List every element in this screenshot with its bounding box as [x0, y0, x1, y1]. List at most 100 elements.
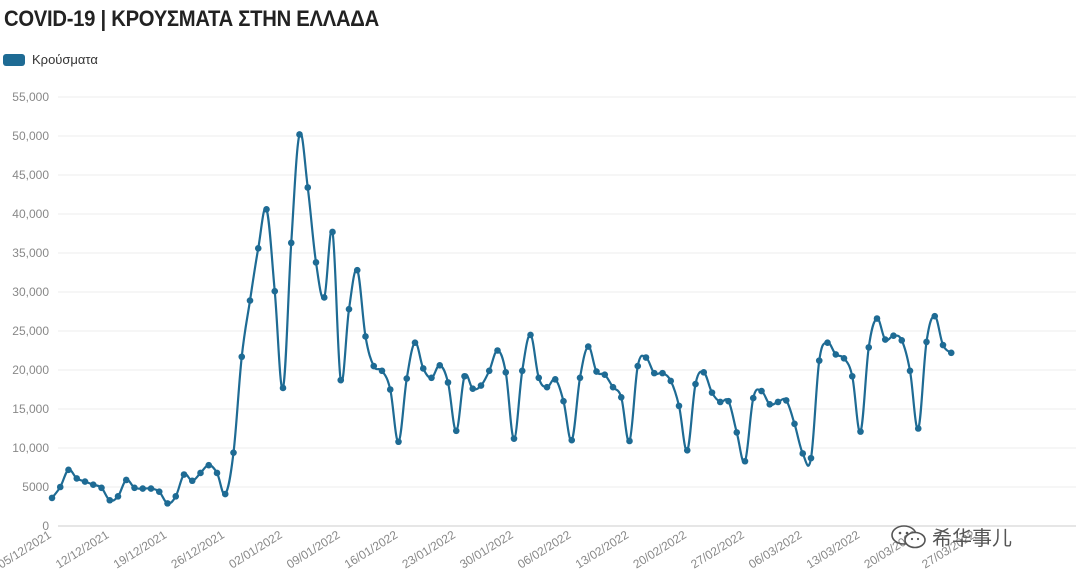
data-point	[56, 483, 64, 491]
data-point	[386, 386, 394, 393]
data-point	[518, 367, 526, 375]
data-point	[122, 476, 130, 484]
data-point	[576, 374, 584, 382]
data-point	[659, 369, 666, 377]
x-tick-label: 06/02/2022	[515, 528, 574, 572]
data-point	[609, 383, 617, 391]
data-point	[873, 315, 881, 322]
data-point	[840, 355, 848, 362]
x-tick-label: 05/12/2021	[0, 528, 54, 572]
data-point	[98, 484, 105, 492]
data-point	[230, 449, 237, 456]
y-tick-label: 45,000	[12, 168, 49, 182]
chart-title: COVID-19 | ΚΡΟΥΣΜΑΤΑ ΣΤΗΝ ΕΛΛΑΔΑ	[4, 6, 379, 31]
data-point	[551, 376, 559, 383]
data-point	[197, 469, 204, 477]
data-point	[419, 365, 427, 372]
data-point	[857, 428, 864, 435]
grid-lines	[58, 96, 1076, 527]
data-point	[725, 397, 732, 405]
data-point	[411, 339, 419, 347]
data-point	[477, 382, 485, 389]
data-point	[782, 397, 790, 404]
data-point	[535, 374, 543, 382]
x-tick-label: 27/02/2022	[688, 528, 747, 572]
data-point	[296, 131, 303, 138]
data-point	[395, 438, 402, 446]
series-cases	[48, 131, 955, 507]
data-point	[584, 343, 592, 350]
data-point	[205, 461, 213, 469]
data-point	[65, 466, 72, 474]
data-point	[733, 429, 741, 436]
data-point	[939, 341, 947, 349]
data-point	[131, 484, 138, 492]
data-point	[650, 369, 658, 377]
x-tick-label: 26/12/2021	[168, 528, 227, 572]
data-point	[807, 454, 815, 462]
data-point	[527, 331, 534, 339]
data-point	[824, 339, 831, 347]
y-tick-label: 10,000	[12, 441, 49, 455]
data-point	[890, 332, 897, 339]
data-point	[304, 184, 312, 191]
watermark-text: 希华事儿	[932, 528, 1012, 550]
data-point	[485, 367, 493, 375]
x-tick-label: 09/01/2022	[284, 528, 343, 572]
data-point	[848, 372, 856, 380]
y-tick-label: 30,000	[12, 285, 49, 299]
data-point	[155, 488, 163, 495]
data-point	[81, 478, 89, 485]
data-point	[675, 402, 683, 410]
y-tick-label: 50,000	[12, 129, 49, 143]
data-point	[164, 500, 171, 507]
data-point	[683, 447, 691, 454]
data-point	[560, 397, 567, 405]
data-point	[452, 427, 460, 435]
data-point	[378, 367, 386, 375]
data-point	[353, 266, 361, 274]
x-tick-label: 20/02/2022	[630, 528, 689, 572]
data-point	[444, 379, 452, 386]
data-point	[337, 376, 345, 384]
data-point	[345, 305, 353, 313]
y-tick-label: 40,000	[12, 207, 49, 221]
data-point	[362, 333, 369, 340]
data-point	[271, 287, 279, 295]
data-point	[469, 385, 477, 393]
data-point	[246, 297, 254, 304]
data-point	[213, 469, 221, 477]
data-point	[601, 371, 609, 378]
data-point	[692, 380, 699, 388]
data-point	[221, 490, 229, 498]
data-point	[766, 401, 774, 408]
data-point	[502, 369, 510, 376]
y-tick-label: 55,000	[12, 90, 49, 104]
data-point	[947, 349, 955, 357]
watermark: 希华事儿	[890, 522, 1012, 551]
data-point	[667, 377, 675, 385]
data-point	[593, 368, 600, 375]
data-point	[617, 394, 625, 401]
data-point	[48, 494, 56, 502]
data-point	[749, 394, 757, 402]
x-tick-label: 13/02/2022	[573, 528, 632, 572]
legend-label: Κρούσματα	[32, 52, 98, 67]
data-point	[320, 294, 328, 301]
x-tick-label: 06/03/2022	[746, 528, 805, 572]
data-point	[254, 245, 262, 252]
y-tick-label: 15,000	[12, 402, 49, 416]
data-point	[403, 375, 411, 382]
x-tick-label: 12/12/2021	[53, 528, 112, 572]
data-point	[865, 344, 873, 351]
data-point	[114, 493, 122, 500]
data-point	[906, 367, 914, 375]
chat-bubbles-icon	[891, 524, 926, 548]
data-point	[881, 336, 889, 343]
data-point	[832, 351, 840, 358]
data-point	[287, 239, 295, 247]
data-point	[180, 471, 188, 478]
legend[interactable]: Κρούσματα	[3, 52, 98, 67]
data-point	[370, 362, 378, 370]
